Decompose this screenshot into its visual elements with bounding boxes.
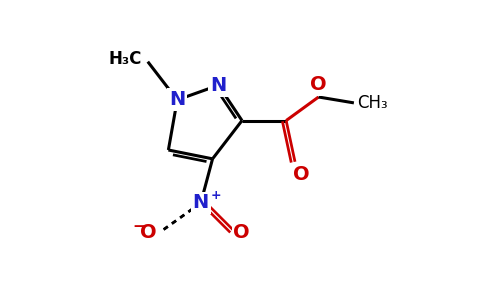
Text: O: O (292, 165, 309, 184)
Text: H₃C: H₃C (108, 50, 142, 68)
Text: O: O (233, 223, 250, 242)
Text: CH₃: CH₃ (357, 94, 388, 112)
Text: N: N (193, 194, 209, 212)
Text: N: N (169, 90, 185, 110)
Text: O: O (140, 223, 157, 242)
Text: N: N (211, 76, 227, 95)
Text: +: + (210, 189, 221, 202)
Text: −: − (133, 219, 145, 234)
Text: O: O (310, 75, 327, 94)
